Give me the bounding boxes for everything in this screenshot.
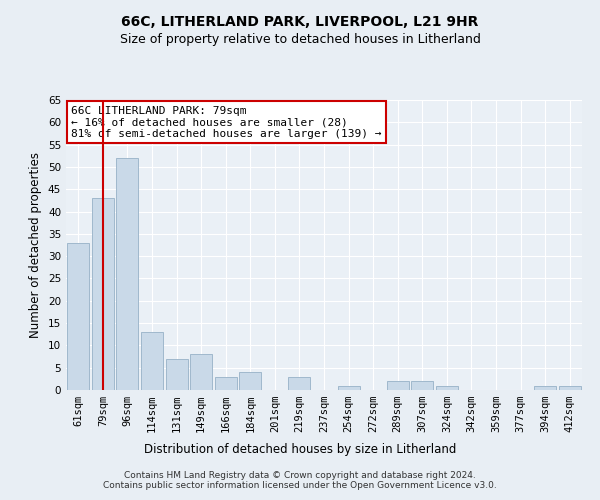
Bar [116,158,139,390]
Bar [67,243,89,390]
Bar [289,376,310,390]
Text: 66C LITHERLAND PARK: 79sqm
← 16% of detached houses are smaller (28)
81% of semi: 66C LITHERLAND PARK: 79sqm ← 16% of deta… [71,106,382,139]
Bar [215,376,237,390]
Bar [386,381,409,390]
Bar [239,372,262,390]
Text: Distribution of detached houses by size in Litherland: Distribution of detached houses by size … [144,442,456,456]
Bar [559,386,581,390]
Bar [166,359,188,390]
Bar [190,354,212,390]
Bar [436,386,458,390]
Bar [338,386,359,390]
Text: 66C, LITHERLAND PARK, LIVERPOOL, L21 9HR: 66C, LITHERLAND PARK, LIVERPOOL, L21 9HR [121,15,479,29]
Text: Size of property relative to detached houses in Litherland: Size of property relative to detached ho… [119,32,481,46]
Bar [534,386,556,390]
Bar [411,381,433,390]
Text: Contains HM Land Registry data © Crown copyright and database right 2024.
Contai: Contains HM Land Registry data © Crown c… [103,470,497,490]
Y-axis label: Number of detached properties: Number of detached properties [29,152,43,338]
Bar [92,198,114,390]
Bar [141,332,163,390]
